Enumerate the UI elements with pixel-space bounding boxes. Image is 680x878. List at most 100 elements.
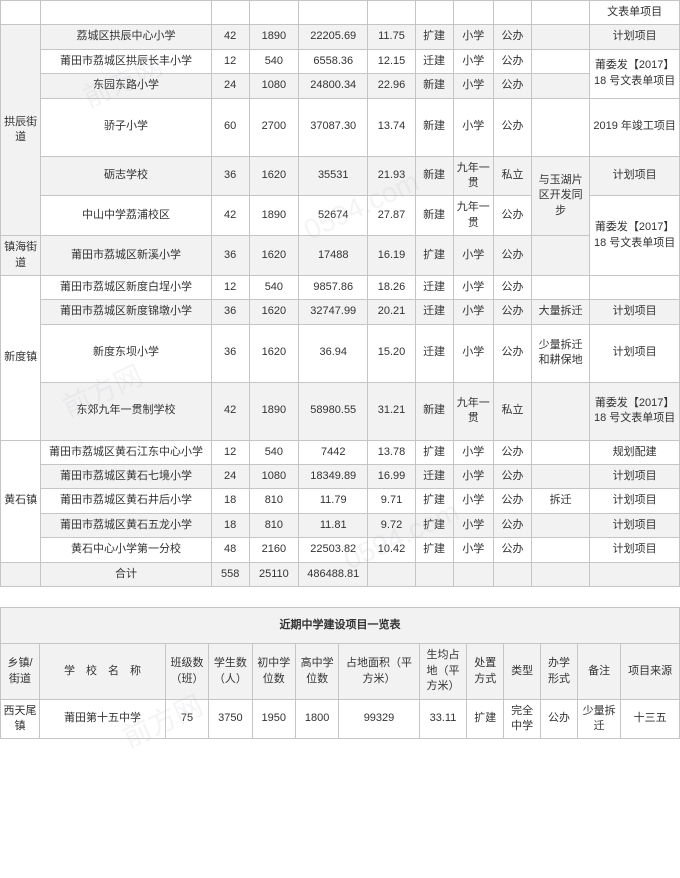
- table-cell: 37087.30: [299, 98, 368, 156]
- table-cell: 扩建: [415, 489, 453, 513]
- district-cell: 拱辰街道: [1, 25, 41, 236]
- total-cell: [415, 562, 453, 586]
- table-cell: 1620: [249, 300, 298, 324]
- table-cell: 扩建: [415, 513, 453, 537]
- table-cell: 小学: [453, 236, 493, 276]
- table-cell: 莆田市荔城区黄石井后小学: [41, 489, 211, 513]
- table-cell: 规划配建: [590, 440, 680, 464]
- table-cell: 75: [165, 699, 208, 739]
- table-cell: 公办: [493, 300, 531, 324]
- table-cell: 公办: [493, 324, 531, 382]
- table-cell: 完全中学: [504, 699, 541, 739]
- table-cell: 公办: [493, 465, 531, 489]
- table-cell: 九年一贯: [453, 382, 493, 440]
- table-cell: 36: [211, 236, 249, 276]
- table-cell: 与玉湖片区开发同步: [532, 156, 590, 236]
- table-cell: [532, 538, 590, 562]
- table-cell: [590, 275, 680, 299]
- table-cell: 36: [211, 324, 249, 382]
- column-header: 办学形式: [541, 644, 578, 699]
- table-cell: 31.21: [368, 382, 415, 440]
- table-cell: 迁建: [415, 275, 453, 299]
- table-cell: [532, 465, 590, 489]
- table-cell: 小学: [453, 465, 493, 489]
- table-cell: 540: [249, 49, 298, 73]
- table-cell: 13.78: [368, 440, 415, 464]
- column-header: 高中学位数: [295, 644, 338, 699]
- table-cell: 1800: [295, 699, 338, 739]
- table-cell: 11.79: [299, 489, 368, 513]
- table-cell: 公办: [493, 236, 531, 276]
- table-cell: 公办: [493, 98, 531, 156]
- table-cell: 48: [211, 538, 249, 562]
- table-cell: [532, 25, 590, 49]
- table-cell: 810: [249, 489, 298, 513]
- column-header: 乡镇/街道: [1, 644, 40, 699]
- table-cell: 22205.69: [299, 25, 368, 49]
- table-cell: 12: [211, 275, 249, 299]
- table-cell: 莆田市荔城区黄石七境小学: [41, 465, 211, 489]
- table-cell: 540: [249, 275, 298, 299]
- table-cell: 1950: [252, 699, 295, 739]
- table-cell: 中山中学荔浦校区: [41, 196, 211, 236]
- table-cell: 私立: [493, 156, 531, 196]
- table-cell: 九年一贯: [453, 196, 493, 236]
- table-cell: 11.75: [368, 25, 415, 49]
- table-cell: 18349.89: [299, 465, 368, 489]
- table-cell: [532, 236, 590, 276]
- middle-schools-table: 近期中学建设项目一览表乡镇/街道学 校 名 称班级数（班）学生数（人）初中学位数…: [0, 607, 680, 739]
- total-cell: 558: [211, 562, 249, 586]
- table-cell: [532, 98, 590, 156]
- table-cell: 莆田第十五中学: [40, 699, 166, 739]
- table-cell: 24: [211, 74, 249, 98]
- column-header: 学 校 名 称: [40, 644, 166, 699]
- table-cell: 骄子小学: [41, 98, 211, 156]
- table-cell: 36: [211, 156, 249, 196]
- table-cell: 莆委发【2017】18 号文表单项目: [590, 49, 680, 98]
- table-cell: 公办: [493, 25, 531, 49]
- table-cell: 18: [211, 489, 249, 513]
- table-cell: 27.87: [368, 196, 415, 236]
- table-cell: 42: [211, 382, 249, 440]
- table-cell: 1620: [249, 236, 298, 276]
- table-cell: [532, 382, 590, 440]
- table-cell: 黄石中心小学第一分校: [41, 538, 211, 562]
- total-cell: 486488.81: [299, 562, 368, 586]
- column-header: 班级数（班）: [165, 644, 208, 699]
- table-cell: 少量拆迁: [577, 699, 620, 739]
- table-cell: 1080: [249, 465, 298, 489]
- table-cell: 拆迁: [532, 489, 590, 513]
- table-cell: 公办: [493, 275, 531, 299]
- table-cell: 10.42: [368, 538, 415, 562]
- table-cell: 计划项目: [590, 156, 680, 196]
- table-cell: 公办: [493, 440, 531, 464]
- table-cell: 计划项目: [590, 489, 680, 513]
- table-cell: 十三五: [621, 699, 680, 739]
- table-cell: 计划项目: [590, 538, 680, 562]
- table-cell: 2160: [249, 538, 298, 562]
- table-cell: 东郊九年一贯制学校: [41, 382, 211, 440]
- table-cell: 私立: [493, 382, 531, 440]
- table-cell: 迁建: [415, 49, 453, 73]
- table-cell: 42: [211, 25, 249, 49]
- table-cell: 2700: [249, 98, 298, 156]
- table-cell: 22503.82: [299, 538, 368, 562]
- table-cell: 小学: [453, 538, 493, 562]
- column-header: 占地面积（平方米）: [339, 644, 419, 699]
- table-cell: 公办: [493, 49, 531, 73]
- table-cell: 32747.99: [299, 300, 368, 324]
- table-cell: 迁建: [415, 300, 453, 324]
- table-cell: 莆委发【2017】18 号文表单项目: [590, 196, 680, 276]
- column-header: 类型: [504, 644, 541, 699]
- table-cell: 少量拆迁和耕保地: [532, 324, 590, 382]
- table-cell: 540: [249, 440, 298, 464]
- total-cell: [590, 562, 680, 586]
- table-cell: 1620: [249, 156, 298, 196]
- table-cell: 公办: [493, 513, 531, 537]
- table-cell: 公办: [493, 196, 531, 236]
- table-cell: 小学: [453, 300, 493, 324]
- table-cell: 计划项目: [590, 300, 680, 324]
- table-cell: 新度东坝小学: [41, 324, 211, 382]
- table-cell: 计划项目: [590, 513, 680, 537]
- table-cell: 52674: [299, 196, 368, 236]
